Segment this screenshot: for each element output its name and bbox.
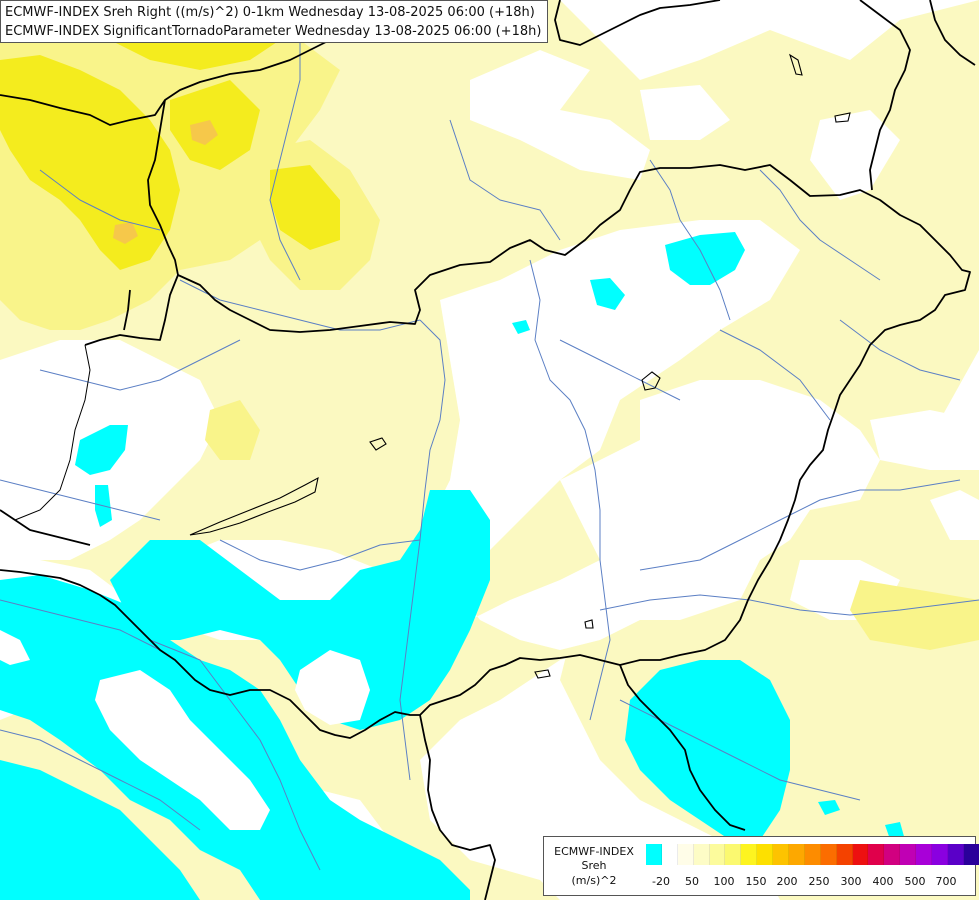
legend-swatch xyxy=(884,844,901,865)
legend-variable-label: Sreh xyxy=(581,859,607,872)
legend-swatch xyxy=(741,844,758,865)
white-holes-in-cyan xyxy=(0,630,370,830)
legend-tick-label: 400 xyxy=(872,875,894,888)
legend-swatch xyxy=(693,844,710,865)
orange-yellow-spots xyxy=(113,120,218,244)
legend-tick-labels: -20 50 100 150 200 250 300 400 500 700 xyxy=(646,875,976,889)
legend-tick-label: 200 xyxy=(776,875,798,888)
legend-swatch xyxy=(947,844,964,865)
legend-swatch xyxy=(646,844,662,865)
legend-swatch xyxy=(677,844,694,865)
color-legend: ECMWF-INDEX Sreh (m/s)^2 -20 50 100 150 200 2… xyxy=(543,836,979,896)
title-line-sreh: ECMWF-INDEX Sreh Right ((m/s)^2) 0-1km W… xyxy=(5,5,535,20)
cyan-fields xyxy=(0,232,905,900)
map-title-box: ECMWF-INDEX Sreh Right ((m/s)^2) 0-1km W… xyxy=(0,0,548,43)
legend-tick-label: 500 xyxy=(904,875,926,888)
legend-swatch xyxy=(789,844,805,865)
legend-swatch xyxy=(757,844,774,865)
legend-tick-label: 300 xyxy=(840,875,862,888)
legend-swatch xyxy=(932,844,948,865)
legend-swatch xyxy=(868,844,885,865)
title-line-stp: ECMWF-INDEX SignificantTornadoParameter … xyxy=(5,24,542,39)
legend-swatch xyxy=(709,844,726,865)
legend-left-faint-borders xyxy=(14,344,91,521)
legend-swatch xyxy=(804,844,821,865)
legend-tick-label: 700 xyxy=(935,875,957,888)
lakes xyxy=(189,53,851,679)
legend-swatch xyxy=(773,844,790,865)
legend-source-label: ECMWF-INDEX xyxy=(554,845,634,858)
rivers xyxy=(0,40,979,871)
legend-swatch xyxy=(900,844,917,865)
legend-swatch xyxy=(661,844,678,865)
legend-swatch xyxy=(820,844,837,865)
legend-swatch xyxy=(852,844,869,865)
legend-tick-label: 150 xyxy=(745,875,767,888)
legend-swatch xyxy=(836,844,853,865)
legend-tick-label: 50 xyxy=(685,875,699,888)
legend-unit-label: (m/s)^2 xyxy=(571,874,617,887)
legend-swatch xyxy=(963,844,979,865)
legend-tick-label: 250 xyxy=(808,875,830,888)
legend-swatch xyxy=(725,844,742,865)
legend-color-scale xyxy=(646,844,979,865)
legend-tick-label: 100 xyxy=(713,875,735,888)
legend-swatch xyxy=(916,844,933,865)
legend-tick-label: -20 xyxy=(652,875,670,888)
